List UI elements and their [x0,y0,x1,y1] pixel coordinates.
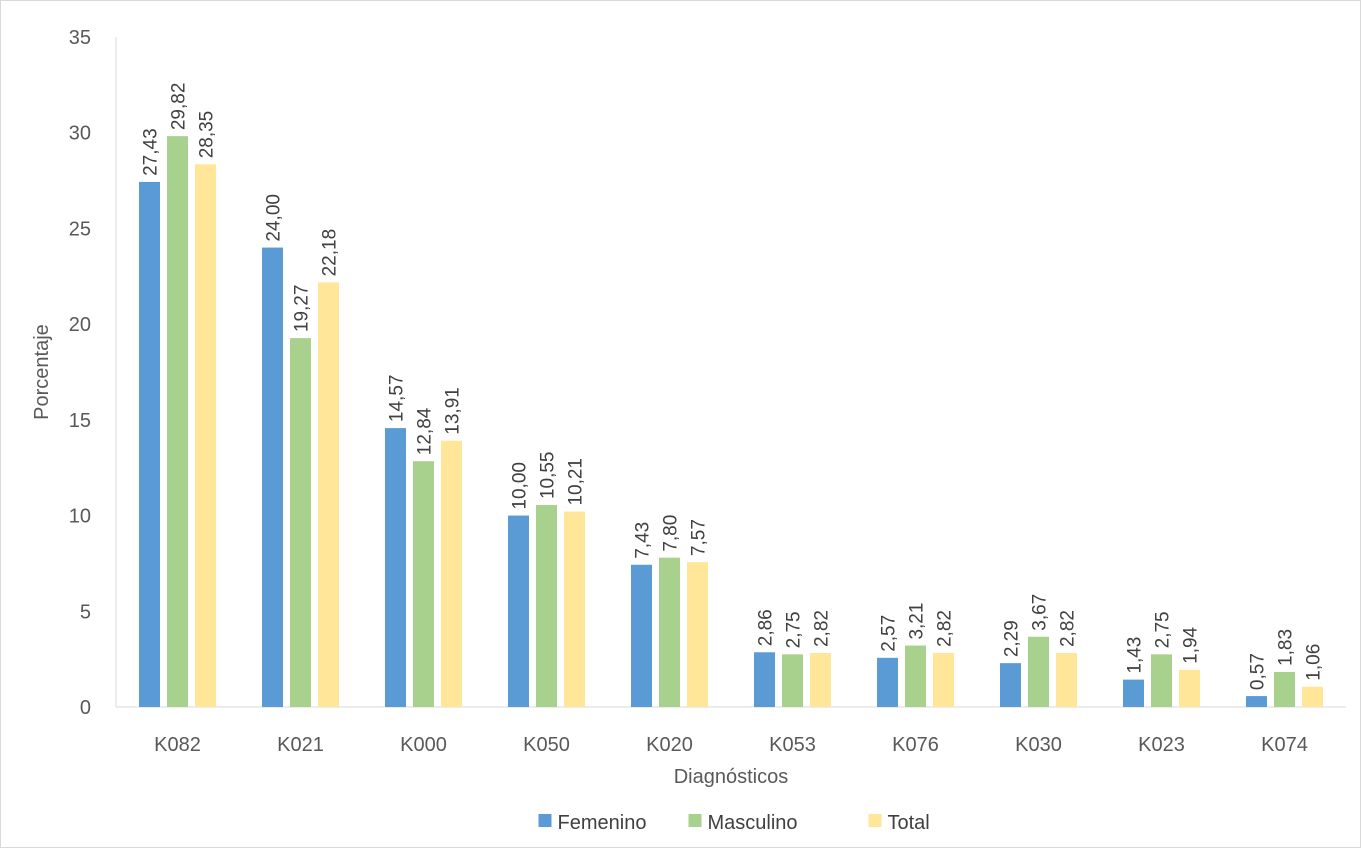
x-tick-label: K053 [769,734,816,756]
bar-masculino [167,136,188,707]
data-label: 1,43 [1125,637,1146,674]
data-label: 7,57 [689,519,710,556]
bar-total [195,164,216,708]
legend-swatch-femenino [538,814,552,827]
data-label: 10,00 [510,462,531,510]
x-tick-label: K021 [277,734,324,756]
bar-femenino [631,564,652,707]
y-tick-label: 10 [69,506,91,528]
data-label: 2,82 [1058,610,1079,647]
data-label: 2,82 [935,610,956,647]
data-label: 3,67 [1030,594,1051,631]
bar-total [1179,669,1200,707]
y-tick-label: 5 [80,601,91,623]
data-label: 2,82 [812,610,833,647]
data-label: 2,29 [1002,620,1023,657]
data-label: 3,21 [907,603,928,640]
x-tick-label: K050 [523,734,570,756]
data-label: 2,75 [784,611,805,648]
bar-total [810,653,831,707]
bar-total [1056,653,1077,707]
legend-label-total: Total [888,812,930,834]
y-tick-label: 0 [80,697,91,719]
data-label: 19,27 [292,285,313,333]
bar-femenino [1246,696,1267,707]
bar-femenino [508,515,529,707]
x-tick-label: K023 [1138,734,1185,756]
bar-masculino [1151,654,1172,707]
bar-masculino [1028,636,1049,707]
bar-masculino [413,461,434,707]
bar-femenino [754,652,775,707]
data-label: 13,91 [443,387,464,435]
bar-total [318,282,339,707]
data-label: 0,57 [1248,653,1269,690]
data-label: 1,06 [1304,644,1325,681]
bar-total [441,440,462,707]
data-label: 1,83 [1276,629,1297,666]
data-label: 7,80 [661,515,682,552]
bar-masculino [659,557,680,707]
x-tick-label: K030 [1015,734,1062,756]
legend-swatch-total [868,814,882,827]
data-label: 7,43 [633,522,654,559]
data-label: 28,35 [197,111,218,159]
bar-total [1302,686,1323,707]
y-axis-title: Porcentaje [31,324,53,420]
data-label: 22,18 [320,229,341,277]
x-tick-label: K074 [1261,734,1308,756]
data-label: 2,57 [879,615,900,652]
y-tick-label: 15 [69,410,91,432]
data-label: 27,43 [141,128,162,176]
bar-total [687,562,708,707]
bar-femenino [877,657,898,707]
legend-swatch-masculino [688,814,702,827]
x-tick-label: K076 [892,734,939,756]
bar-femenino [262,247,283,708]
x-tick-label: K000 [400,734,447,756]
bar-femenino [1123,679,1144,707]
bar-total [933,653,954,707]
data-label: 2,86 [756,609,777,646]
bar-masculino [536,505,557,707]
data-label: 29,82 [169,83,190,131]
x-axis-title: Diagnósticos [674,766,789,788]
y-tick-label: 35 [69,27,91,49]
data-label: 1,94 [1181,626,1202,663]
data-label: 24,00 [264,194,285,242]
data-label: 10,55 [538,451,559,499]
y-tick-label: 25 [69,218,91,240]
bar-masculino [290,338,311,707]
bar-masculino [1274,671,1295,707]
bar-femenino [1000,663,1021,707]
data-label: 2,75 [1153,611,1174,648]
data-label: 14,57 [387,375,408,423]
legend-label-femenino: Femenino [558,812,647,834]
bar-masculino [782,654,803,707]
bar-total [564,511,585,707]
bar-masculino [905,645,926,707]
bar-femenino [139,181,160,707]
y-tick-label: 30 [69,123,91,145]
data-label: 12,84 [415,407,436,455]
data-label: 10,21 [566,458,587,506]
x-tick-label: K082 [154,734,201,756]
legend-label-masculino: Masculino [708,812,798,834]
x-tick-label: K020 [646,734,693,756]
y-tick-label: 20 [69,314,91,336]
bar-femenino [385,428,406,707]
